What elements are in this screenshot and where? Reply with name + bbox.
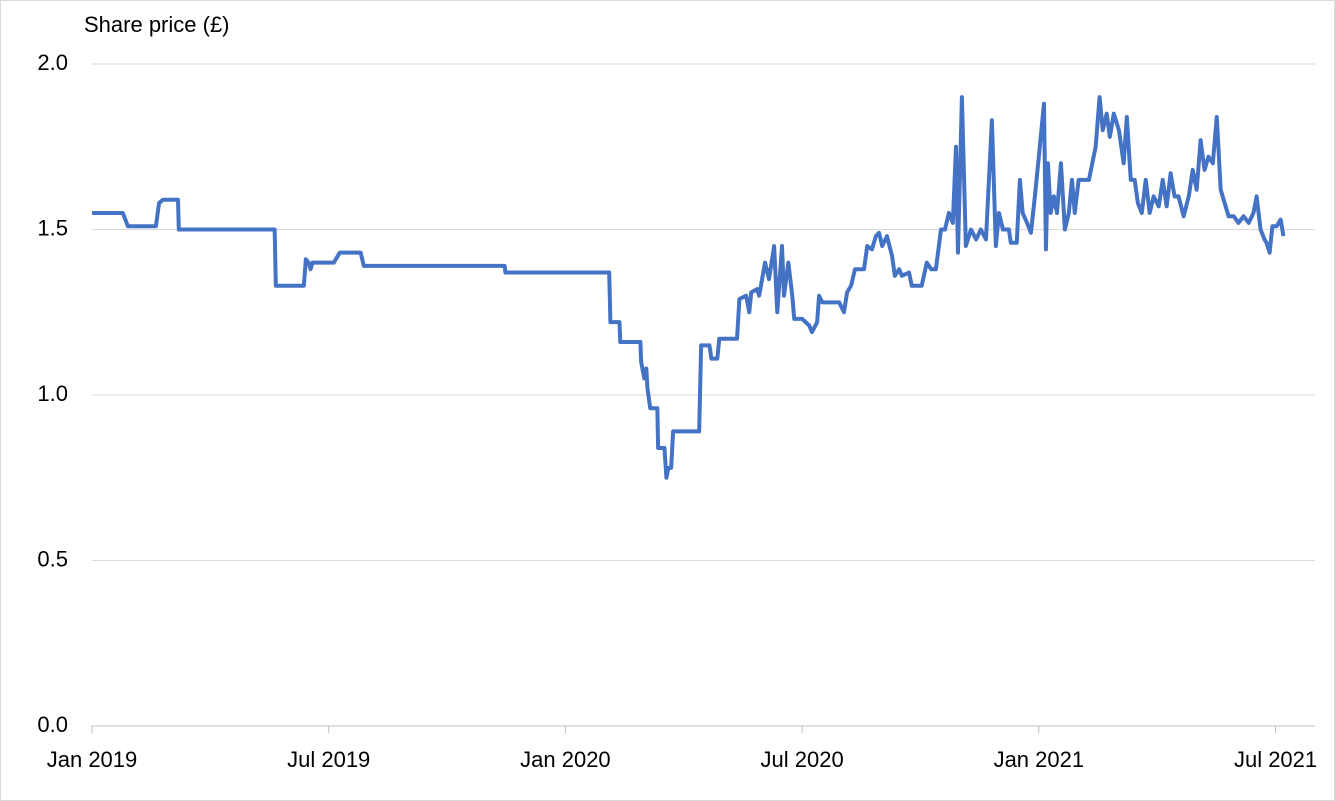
- y-tick-label: 0.5: [37, 546, 68, 571]
- price-line: [92, 95, 1286, 480]
- x-tick-label: Jul 2019: [287, 747, 370, 772]
- y-tick-label: 2.0: [37, 50, 68, 75]
- y-tick-label: 1.0: [37, 381, 68, 406]
- x-tick-label: Jul 2020: [761, 747, 844, 772]
- x-tick-label: Jan 2019: [47, 747, 138, 772]
- x-tick-label: Jul 2021: [1234, 747, 1317, 772]
- y-tick-label: 0.0: [37, 712, 68, 737]
- x-tick-label: Jan 2020: [520, 747, 611, 772]
- y-tick-label: 1.5: [37, 215, 68, 240]
- y-axis-label: Share price (£): [84, 12, 230, 37]
- x-tick-label: Jan 2021: [994, 747, 1085, 772]
